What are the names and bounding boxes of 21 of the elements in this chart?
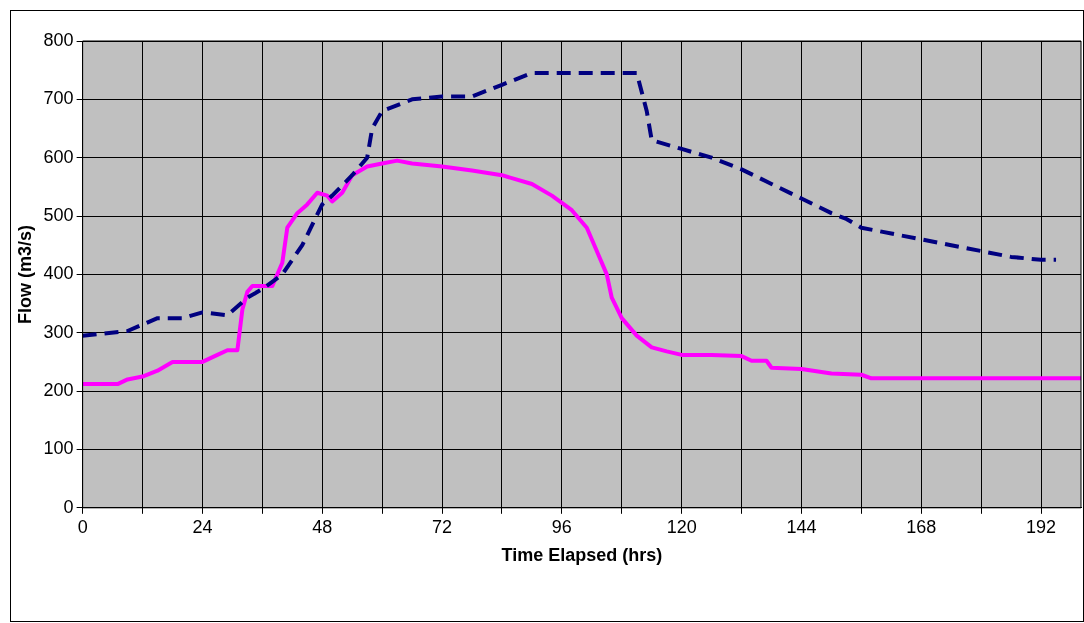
- x-tick-label: 144: [786, 516, 817, 537]
- x-tick-label: 120: [666, 516, 697, 537]
- x-tick-label: 168: [906, 516, 937, 537]
- x-tick-label: 24: [192, 516, 213, 537]
- y-tick-label: 600: [43, 146, 74, 167]
- x-tick-label: 48: [312, 516, 333, 537]
- x-tick-label: 72: [432, 516, 453, 537]
- line-series: [82, 71, 1059, 338]
- x-axis-title: Time Elapsed (hrs): [501, 545, 663, 566]
- y-axis-title: Flow (m3/s): [14, 224, 35, 324]
- y-tick-label: 500: [43, 205, 74, 226]
- y-tick-label: 100: [43, 438, 74, 459]
- y-tick-label: 200: [43, 380, 74, 401]
- y-tick-label: 800: [43, 29, 74, 50]
- y-tick-label: 400: [43, 263, 74, 284]
- y-tick-label: 700: [43, 88, 74, 109]
- x-tick-label: 96: [551, 516, 572, 537]
- x-tick-label: 0: [77, 516, 88, 537]
- y-tick-label: 300: [43, 321, 74, 342]
- x-tick-label: 192: [1026, 516, 1057, 537]
- y-tick-label: 0: [63, 496, 74, 517]
